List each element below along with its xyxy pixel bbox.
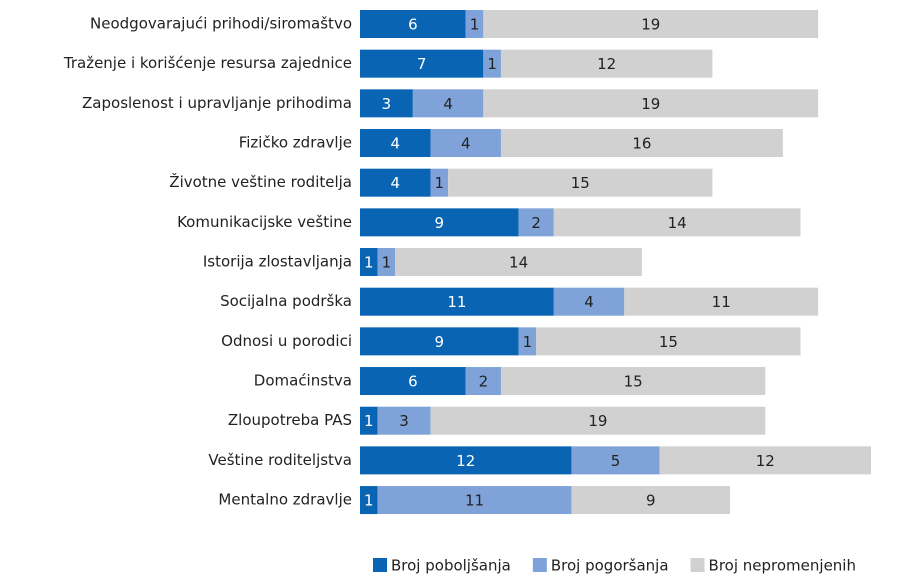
value-label: 12 <box>597 55 616 73</box>
bar-segment <box>571 446 660 475</box>
value-label: 6 <box>408 373 418 391</box>
value-label: 2 <box>479 373 489 391</box>
category-label: Veštine roditeljstva <box>208 451 352 469</box>
bar-segment <box>360 129 431 158</box>
category-label: Komunikacijske veštine <box>177 213 352 231</box>
value-label: 4 <box>390 135 400 153</box>
bar-segment <box>360 208 519 237</box>
category-label: Socijalna podrška <box>220 292 352 310</box>
bar-segment <box>571 486 731 515</box>
value-label: 1 <box>470 16 480 34</box>
bar-segment <box>360 327 519 356</box>
bar-segment <box>395 248 642 277</box>
bar-segment <box>483 89 819 118</box>
value-label: 11 <box>465 492 484 510</box>
value-label: 4 <box>461 135 471 153</box>
legend-label: Broj pogoršanja <box>551 557 669 575</box>
value-label: 9 <box>435 214 445 232</box>
value-label: 12 <box>456 452 475 470</box>
value-label: 1 <box>382 254 392 272</box>
value-label: 1 <box>364 492 374 510</box>
bar-segment <box>360 446 572 475</box>
bar-segment <box>360 89 413 118</box>
value-label: 14 <box>509 254 528 272</box>
value-label: 7 <box>417 55 427 73</box>
legend-swatch <box>373 558 387 572</box>
value-label: 9 <box>646 492 656 510</box>
legend-swatch <box>690 558 705 572</box>
value-label: 6 <box>408 16 418 34</box>
category-label: Mentalno zdravlje <box>218 491 352 509</box>
bar-segment <box>483 49 501 78</box>
value-label: 19 <box>641 16 660 34</box>
value-label: 19 <box>588 412 607 430</box>
bar-segment <box>624 287 819 316</box>
bar-segment <box>377 486 572 515</box>
bar-segment <box>377 248 396 277</box>
value-label: 1 <box>487 55 497 73</box>
category-label: Zaposlenost i upravljanje prihodima <box>82 94 352 112</box>
legend-swatch <box>532 558 547 572</box>
value-label: 11 <box>447 293 466 311</box>
legend-label: Broj poboljšanja <box>391 557 511 575</box>
bar-segment <box>500 129 783 158</box>
value-label: 1 <box>364 412 374 430</box>
bar-segment <box>430 129 501 158</box>
value-label: 2 <box>531 214 541 232</box>
value-label: 12 <box>756 452 775 470</box>
value-label: 15 <box>624 373 643 391</box>
value-label: 19 <box>641 95 660 113</box>
bar-segment <box>412 89 484 118</box>
value-label: 9 <box>435 333 445 351</box>
bar-segment <box>536 327 801 356</box>
bar-segment <box>659 446 871 475</box>
category-label: Fizičko zdravlje <box>239 134 352 152</box>
legend-label: Broj nepromenjenih <box>709 557 856 575</box>
bar-segment <box>500 367 766 396</box>
value-label: 1 <box>364 254 374 272</box>
value-label: 14 <box>668 214 687 232</box>
category-label: Zloupotreba PAS <box>228 411 352 429</box>
bar-segment <box>360 10 466 38</box>
value-label: 3 <box>399 412 409 430</box>
value-label: 3 <box>382 95 392 113</box>
category-label: Neodgovarajući prihodi/siromaštvo <box>90 15 352 33</box>
bar-segment <box>553 208 801 237</box>
bar-segment <box>483 10 819 38</box>
category-label: Istorija zlostavljanja <box>203 253 352 271</box>
value-label: 11 <box>712 293 731 311</box>
bar-segment <box>518 327 537 356</box>
value-label: 4 <box>584 293 594 311</box>
value-label: 16 <box>632 135 651 153</box>
category-label: Domaćinstva <box>254 372 352 390</box>
bar-segment <box>360 49 484 78</box>
bar-segment <box>553 287 625 316</box>
value-label: 5 <box>611 452 621 470</box>
bar-segment <box>360 486 378 515</box>
bar-segment <box>448 168 713 197</box>
bar-segment <box>465 367 501 396</box>
category-label: Traženje i korišćenje resursa zajednice <box>63 54 352 72</box>
value-label: 1 <box>523 333 533 351</box>
value-label: 4 <box>390 174 400 192</box>
bar-segment <box>465 10 484 38</box>
category-label: Odnosi u porodici <box>221 332 352 350</box>
value-label: 1 <box>435 174 445 192</box>
bar-segment <box>360 287 554 316</box>
bar-segment <box>518 208 554 237</box>
bar-segment <box>430 168 449 197</box>
bar-segment <box>360 168 431 197</box>
category-label: Životne veštine roditelja <box>169 172 352 191</box>
bar-segment <box>360 367 466 396</box>
bar-segment <box>377 406 431 435</box>
bar-segment <box>360 406 378 435</box>
value-label: 15 <box>659 333 678 351</box>
bar-segment <box>500 49 713 78</box>
value-label: 15 <box>571 174 590 192</box>
bar-segment <box>360 248 378 277</box>
bar-segment <box>430 406 766 435</box>
value-label: 4 <box>443 95 453 113</box>
